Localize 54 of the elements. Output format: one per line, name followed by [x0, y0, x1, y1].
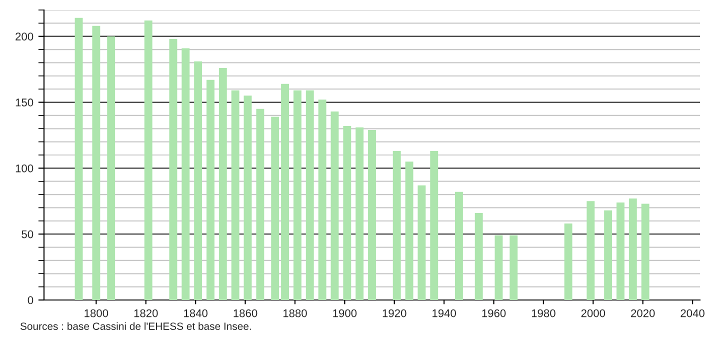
x-tick-label: 1880 [283, 309, 307, 318]
x-tick-label: 1940 [432, 309, 456, 318]
bar [92, 26, 100, 300]
bar [169, 39, 178, 300]
bar [628, 198, 637, 300]
x-tick-label: 2020 [631, 309, 655, 318]
bar [107, 36, 116, 300]
x-tick-label: 2040 [680, 309, 704, 318]
bar [206, 80, 214, 300]
y-tick-label: 0 [28, 296, 34, 304]
bar [368, 130, 376, 300]
bar [586, 201, 595, 300]
bar [74, 18, 83, 300]
bar [564, 224, 572, 300]
x-tick-label: 1960 [482, 309, 506, 318]
bar [256, 108, 264, 300]
bar [510, 235, 518, 300]
x-tick-label: 1900 [333, 309, 357, 318]
y-tick-label: 150 [16, 98, 34, 106]
bar [604, 210, 612, 300]
x-tick-label: 1800 [84, 309, 108, 318]
bar [454, 192, 463, 300]
bar [194, 61, 202, 300]
bar [271, 116, 280, 300]
bar [418, 185, 426, 300]
bar [231, 90, 240, 300]
source-note: Sources : base Cassini de l'EHESS et base Insee. [20, 322, 251, 330]
bar [641, 204, 650, 300]
bar [182, 48, 190, 300]
x-tick-label: 1860 [234, 309, 258, 318]
bar [293, 90, 302, 300]
bar [330, 112, 339, 300]
x-tick-label: 2000 [581, 309, 606, 318]
y-tick-label: 50 [22, 230, 34, 238]
bar [306, 90, 314, 300]
x-tick-label: 1840 [184, 309, 208, 318]
bar [281, 84, 290, 300]
y-tick-label: 100 [16, 164, 34, 172]
bar [392, 151, 401, 300]
bar [244, 96, 252, 300]
bar [144, 20, 152, 300]
bar [218, 68, 227, 300]
x-tick-label: 1920 [382, 309, 406, 318]
bar [405, 162, 414, 300]
bar [474, 213, 483, 300]
bar [356, 127, 364, 300]
bar [318, 100, 326, 300]
x-tick-label: 1980 [532, 309, 556, 318]
x-tick-label: 1820 [134, 309, 158, 318]
y-tick-label: 200 [16, 32, 34, 40]
bar [430, 151, 438, 300]
bar [616, 202, 624, 300]
bar [494, 235, 503, 300]
bar [343, 126, 352, 300]
